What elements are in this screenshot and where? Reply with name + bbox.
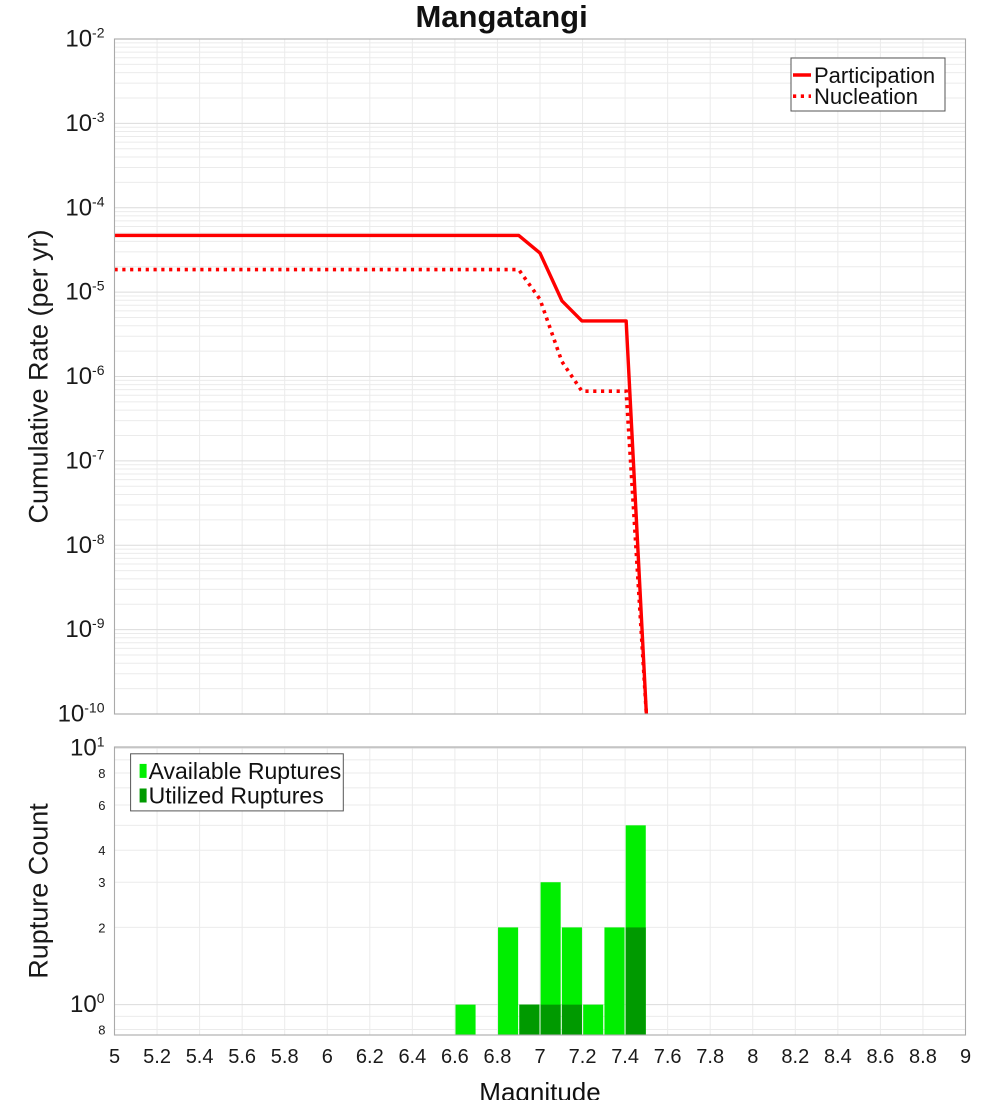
svg-text:Mangatangi: Mangatangi bbox=[415, 0, 587, 34]
svg-text:8.8: 8.8 bbox=[909, 1046, 937, 1068]
svg-text:8.4: 8.4 bbox=[824, 1046, 852, 1068]
svg-text:Nucleation: Nucleation bbox=[814, 84, 918, 109]
svg-text:6.2: 6.2 bbox=[356, 1046, 384, 1068]
svg-text:7: 7 bbox=[534, 1046, 545, 1068]
svg-text:5.2: 5.2 bbox=[143, 1046, 171, 1068]
svg-text:4: 4 bbox=[98, 843, 105, 858]
svg-text:8: 8 bbox=[98, 1022, 105, 1037]
svg-text:7.8: 7.8 bbox=[696, 1046, 724, 1068]
svg-text:8: 8 bbox=[747, 1046, 758, 1068]
svg-text:Magnitude: Magnitude bbox=[479, 1077, 600, 1100]
svg-text:5.4: 5.4 bbox=[186, 1046, 214, 1068]
svg-text:5.8: 5.8 bbox=[271, 1046, 299, 1068]
svg-text:6.6: 6.6 bbox=[441, 1046, 469, 1068]
svg-text:5: 5 bbox=[109, 1046, 120, 1068]
svg-text:Rupture Count: Rupture Count bbox=[24, 803, 54, 979]
svg-text:6.8: 6.8 bbox=[484, 1046, 512, 1068]
svg-text:7.4: 7.4 bbox=[611, 1046, 639, 1068]
svg-text:Available Ruptures: Available Ruptures bbox=[149, 758, 342, 784]
svg-text:5.6: 5.6 bbox=[228, 1046, 256, 1068]
svg-text:8.2: 8.2 bbox=[781, 1046, 809, 1068]
svg-text:6.4: 6.4 bbox=[398, 1046, 426, 1068]
svg-text:6: 6 bbox=[98, 798, 105, 813]
svg-text:2: 2 bbox=[98, 920, 105, 935]
svg-text:Cumulative Rate (per yr): Cumulative Rate (per yr) bbox=[24, 229, 54, 523]
svg-text:6: 6 bbox=[322, 1046, 333, 1068]
svg-text:7.6: 7.6 bbox=[654, 1046, 682, 1068]
svg-text:7.2: 7.2 bbox=[569, 1046, 597, 1068]
svg-text:8: 8 bbox=[98, 766, 105, 781]
svg-text:Utilized Ruptures: Utilized Ruptures bbox=[149, 783, 324, 809]
svg-text:8.6: 8.6 bbox=[866, 1046, 894, 1068]
svg-text:9: 9 bbox=[960, 1046, 971, 1068]
svg-text:3: 3 bbox=[98, 875, 105, 890]
